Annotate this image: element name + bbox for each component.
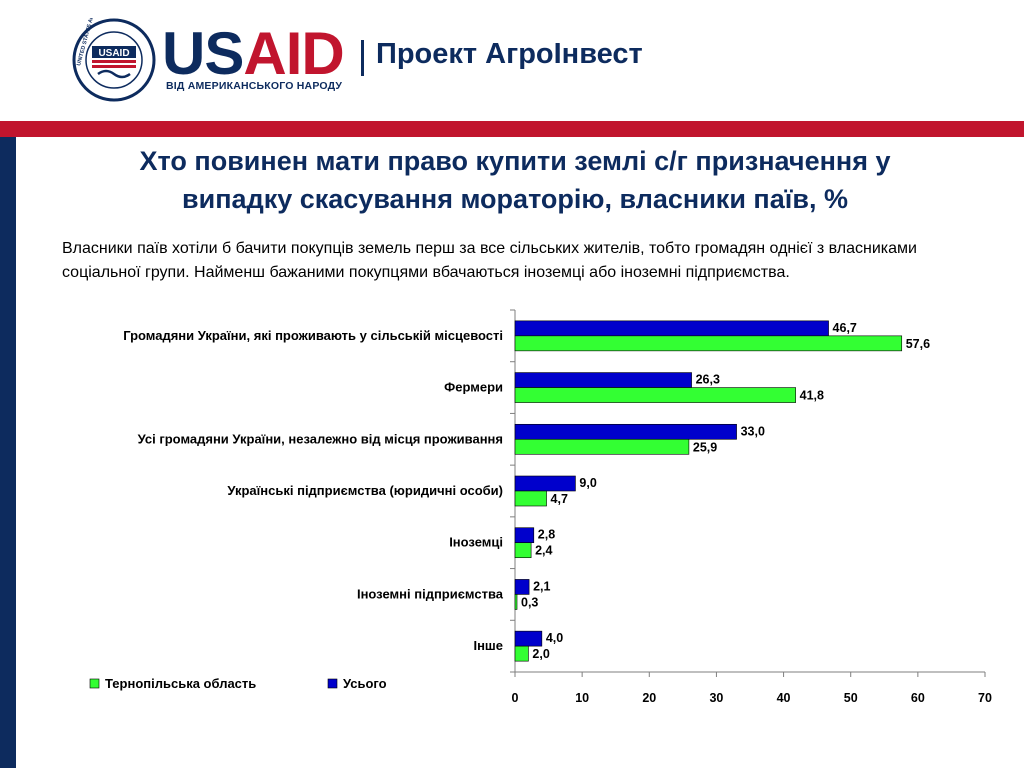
seal-center-text: USAID [98,48,129,59]
logo-aid: AID [243,20,344,87]
data-label-ternopil: 4,7 [551,492,568,506]
x-tick-label: 70 [978,691,992,705]
x-tick-label: 20 [642,691,656,705]
data-label-ternopil: 57,6 [906,337,930,351]
bar-ternopil [514,490,547,507]
data-label-total: 26,3 [696,373,720,387]
bar-total [514,423,737,440]
header: USAID UNITED STATES AGENCY INTERNATIONAL… [0,0,1024,121]
x-tick-label: 10 [575,691,589,705]
legend-swatch [89,678,100,689]
bar-ternopil [514,387,796,403]
bar-ternopil [514,438,690,455]
slide-description: Власники паїв хотіли б бачити покупців з… [62,240,917,281]
bar-total [514,475,576,492]
bar-total [514,527,535,544]
logo-us: US [162,20,244,87]
bar-total [514,320,829,337]
x-tick-label: 0 [512,691,519,705]
category-label: Усі громадяни України, незалежно від міс… [138,431,503,446]
data-label-ternopil: 41,8 [800,389,824,403]
data-label-ternopil: 2,4 [535,544,552,558]
usaid-logo: USAID [162,24,345,84]
bar-total [514,372,692,388]
category-label: Українські підприємства (юридичні особи) [227,483,503,498]
data-label-ternopil: 0,3 [521,595,538,609]
x-tick-label: 30 [709,691,723,705]
left-accent-bar [0,137,16,768]
slide-title: Хто повинен мати право купити землі с/г … [30,142,1000,218]
header-divider [361,40,364,76]
bar-total [514,630,543,647]
data-label-total: 33,0 [741,424,765,438]
title-line-1: Хто повинен мати право купити землі с/г … [139,146,891,176]
red-band [0,121,1024,137]
bar-total [514,579,530,595]
bar-ternopil [514,542,532,559]
data-label-ternopil: 2,0 [532,647,549,661]
category-label: Фермери [444,380,503,395]
category-label: Іноземці [449,535,503,550]
data-label-total: 9,0 [579,476,596,490]
title-line-2: випадку скасування мораторію, власники п… [182,184,848,214]
category-label: Інше [473,638,503,653]
legend-swatch [327,678,338,689]
bar-ternopil [514,335,903,352]
category-label: Іноземні підприємства [357,586,504,601]
project-name: Проект АгроІнвест [376,38,643,70]
legend-label: Усього [343,676,387,691]
logo-subtitle: ВІД АМЕРИКАНСЬКОГО НАРОДУ [166,80,343,92]
data-label-total: 2,1 [533,579,550,593]
legend-label: Тернопільська область [105,676,256,691]
category-label: Громадяни України, які проживають у сіль… [123,328,503,343]
x-tick-label: 40 [777,691,791,705]
bar-ternopil [514,594,518,610]
data-label-ternopil: 25,9 [693,440,717,454]
data-label-total: 4,0 [546,631,563,645]
data-label-total: 2,8 [538,528,555,542]
x-tick-label: 50 [844,691,858,705]
bar-ternopil [514,645,529,662]
data-label-total: 46,7 [833,321,857,335]
x-tick-label: 60 [911,691,925,705]
usaid-seal-icon: USAID UNITED STATES AGENCY INTERNATIONAL… [72,18,156,102]
